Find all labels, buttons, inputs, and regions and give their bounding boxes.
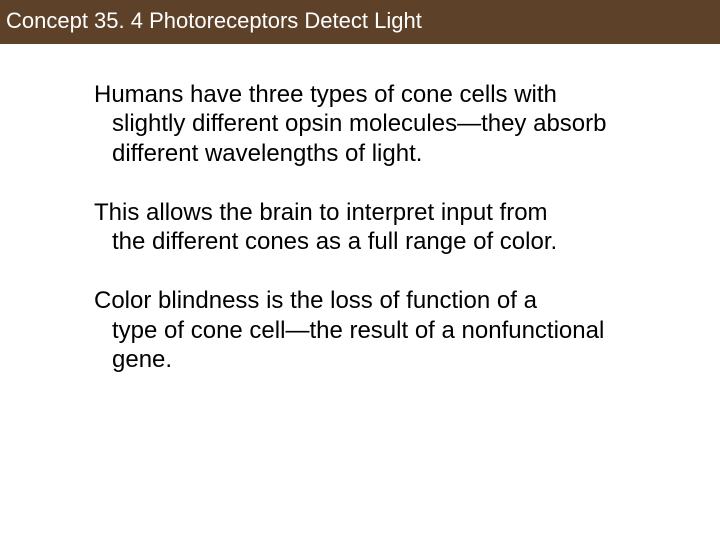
para2-line1: This allows the brain to interpret input… xyxy=(94,199,548,226)
slide-title: Concept 35. 4 Photoreceptors Detect Ligh… xyxy=(6,8,422,33)
para1-line1: Humans have three types of cone cells wi… xyxy=(94,81,557,108)
para3-line1: Color blindness is the loss of function … xyxy=(94,287,537,314)
para2-rest: the different cones as a full range of c… xyxy=(94,227,660,256)
slide-body: Humans have three types of cone cells wi… xyxy=(0,44,720,374)
para1-rest: slightly different opsin molecules—they … xyxy=(94,109,660,168)
paragraph-2: This allows the brain to interpret input… xyxy=(94,198,660,257)
slide-header: Concept 35. 4 Photoreceptors Detect Ligh… xyxy=(0,0,720,44)
para3-rest: type of cone cell—the result of a nonfun… xyxy=(94,316,660,375)
paragraph-3: Color blindness is the loss of function … xyxy=(94,286,660,374)
paragraph-1: Humans have three types of cone cells wi… xyxy=(94,80,660,168)
